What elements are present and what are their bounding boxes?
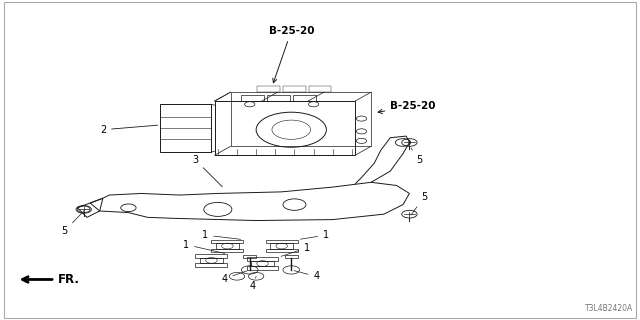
Text: B-25-20: B-25-20 <box>378 101 436 114</box>
Text: 4: 4 <box>250 276 256 291</box>
Text: T3L4B2420A: T3L4B2420A <box>585 304 633 313</box>
Text: 1: 1 <box>300 230 330 240</box>
Text: 1: 1 <box>183 240 225 253</box>
Text: FR.: FR. <box>58 273 80 286</box>
Text: 5: 5 <box>411 192 427 215</box>
Text: 4: 4 <box>294 271 320 282</box>
Text: 3: 3 <box>193 155 222 187</box>
Text: 4: 4 <box>221 271 247 284</box>
Text: 5: 5 <box>61 210 85 236</box>
Text: 1: 1 <box>202 230 241 240</box>
Text: B-25-20: B-25-20 <box>269 26 314 83</box>
Text: 2: 2 <box>100 125 157 135</box>
Text: 1: 1 <box>281 243 310 256</box>
Text: 5: 5 <box>411 148 422 165</box>
